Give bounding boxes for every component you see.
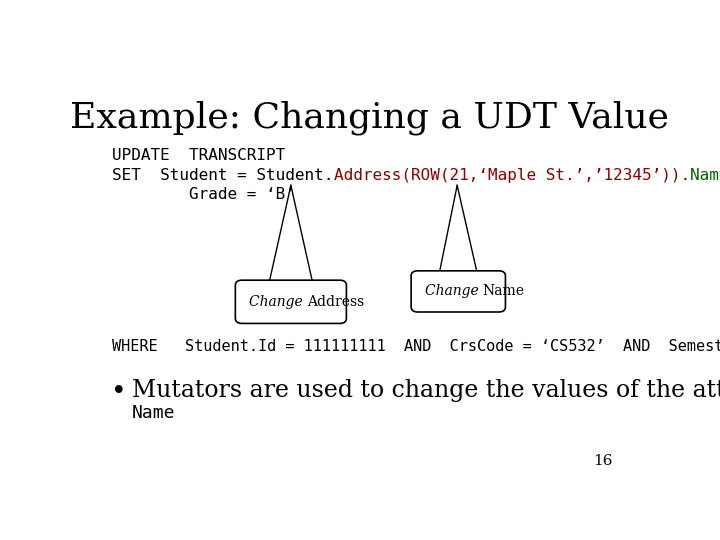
Text: •: • [111,379,127,404]
Text: Name: Name [482,285,525,299]
FancyBboxPatch shape [411,271,505,312]
Text: Name: Name [132,404,176,422]
Text: Address: Address [307,295,364,309]
Text: Mutators are used to change the values of the attributes: Mutators are used to change the values o… [132,379,720,402]
Text: WHERE   Student.Id = 111111111  AND  CrsCode = ‘CS532’  AND  Semester = ‘S2002’: WHERE Student.Id = 111111111 AND CrsCode… [112,339,720,354]
Text: Address(ROW(21,‘Maple St.’,’12345’)).: Address(ROW(21,‘Maple St.’,’12345’)). [333,168,690,183]
Text: Change: Change [248,295,307,309]
Text: Grade = ‘B’: Grade = ‘B’ [112,187,295,202]
Text: Change: Change [425,285,482,299]
Text: Name(‘John Smith’),: Name(‘John Smith’), [690,168,720,183]
Text: UPDATE  TRANSCRIPT: UPDATE TRANSCRIPT [112,148,286,163]
FancyBboxPatch shape [235,280,346,323]
Text: 16: 16 [593,454,613,468]
Text: Example: Changing a UDT Value: Example: Changing a UDT Value [70,100,668,134]
Text: SET  Student = Student.: SET Student = Student. [112,168,333,183]
